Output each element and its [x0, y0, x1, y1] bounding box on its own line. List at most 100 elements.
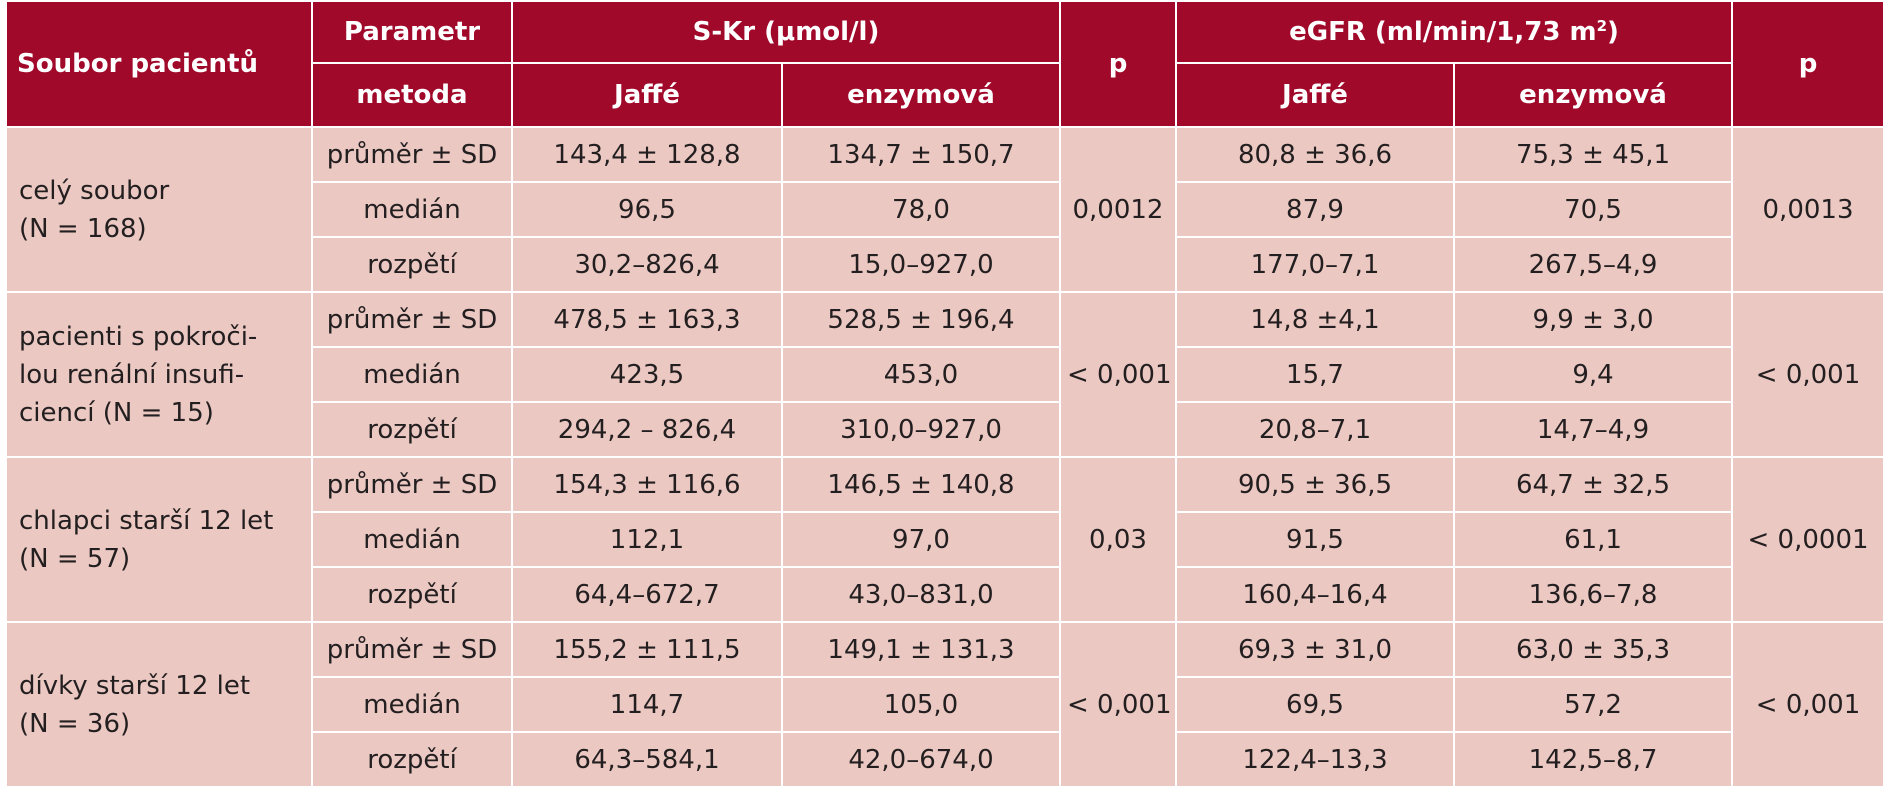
patient-group-name-line: lou renální insufi-	[19, 359, 245, 390]
skr-enzymatic-cell: 146,5 ± 140,8	[781, 456, 1061, 513]
header-egfr-enzymatic: enzymová	[1452, 62, 1734, 128]
skr-jaffe-cell: 143,4 ± 128,8	[511, 126, 783, 183]
patient-group-name-line: pacienti s pokroči-	[19, 321, 258, 352]
skr-jaffe-cell: 112,1	[511, 511, 783, 568]
table-row: rozpětí 30,2–826,4 15,0–927,0 177,0–7,1 267,…	[6, 236, 1884, 293]
parameter-cell: rozpětí	[311, 566, 513, 623]
parameter-cell: medián	[311, 346, 513, 403]
skr-enzymatic-cell: 149,1 ± 131,3	[781, 621, 1061, 678]
egfr-enzymatic-cell: 57,2	[1452, 676, 1734, 733]
skr-jaffe-cell: 96,5	[511, 181, 783, 238]
patient-group-name-line: celý soubor	[19, 175, 170, 206]
table-row: rozpětí 64,3–584,1 42,0–674,0 122,4–13,3 142…	[6, 731, 1884, 788]
egfr-enzymatic-cell: 142,5–8,7	[1452, 731, 1734, 788]
egfr-enzymatic-cell: 136,6–7,8	[1452, 566, 1734, 623]
egfr-jaffe-cell: 87,9	[1175, 181, 1455, 238]
egfr-jaffe-cell: 20,8–7,1	[1175, 401, 1455, 458]
p-value-egfr-cell: 0,0013	[1731, 126, 1886, 293]
header-skr-enzymatic: enzymová	[781, 62, 1061, 128]
header-skr: S-Kr (μmol/l)	[511, 0, 1061, 64]
table-row: rozpětí 294,2 – 826,4 310,0–927,0 20,8–7,1 1…	[6, 401, 1884, 458]
egfr-enzymatic-cell: 267,5–4,9	[1452, 236, 1734, 293]
p-value-skr-cell: < 0,001	[1059, 621, 1177, 788]
p-value-egfr-cell: < 0,001	[1731, 621, 1886, 788]
parameter-cell: rozpětí	[311, 731, 513, 788]
egfr-jaffe-cell: 15,7	[1175, 346, 1455, 403]
skr-enzymatic-cell: 78,0	[781, 181, 1061, 238]
header-skr-jaffe: Jaffé	[511, 62, 783, 128]
patient-group-name-line: (N = 36)	[19, 708, 131, 739]
egfr-jaffe-cell: 160,4–16,4	[1175, 566, 1455, 623]
egfr-jaffe-cell: 91,5	[1175, 511, 1455, 568]
skr-jaffe-cell: 64,3–584,1	[511, 731, 783, 788]
skr-enzymatic-cell: 43,0–831,0	[781, 566, 1061, 623]
egfr-enzymatic-cell: 70,5	[1452, 181, 1734, 238]
patient-group-name-line: (N = 168)	[19, 213, 147, 244]
table-row: medián 112,1 97,0 91,5 61,1	[6, 511, 1884, 568]
table-row: celý soubor (N = 168) průměr ± SD 143,4 ± 1…	[5, 126, 1886, 293]
patient-group-name-line: dívky starší 12 let	[19, 670, 251, 701]
egfr-jaffe-cell: 122,4–13,3	[1175, 731, 1455, 788]
skr-enzymatic-cell: 528,5 ± 196,4	[781, 291, 1061, 348]
skr-enzymatic-cell: 310,0–927,0	[781, 401, 1061, 458]
patient-group-cell: pacienti s pokroči-lou renální insufi-ci…	[5, 291, 313, 458]
parameter-cell: medián	[311, 676, 513, 733]
table-row: medián 423,5 453,0 15,7 9,4	[6, 346, 1884, 403]
patient-group-name-line: (N = 57)	[19, 543, 131, 574]
patient-group-cell: dívky starší 12 let (N = 36)	[5, 621, 313, 788]
table-row: chlapci starší 12 let (N = 57) průměr ± SD…	[5, 456, 1886, 623]
skr-enzymatic-cell: 105,0	[781, 676, 1061, 733]
header-egfr-close: )	[1607, 17, 1619, 47]
parameter-cell: průměr ± SD	[311, 456, 513, 513]
header-egfr-text: eGFR (ml/min/1,73 m	[1289, 17, 1597, 47]
header-parameter: Parametr	[311, 0, 513, 64]
egfr-jaffe-cell: 69,3 ± 31,0	[1175, 621, 1455, 678]
header-p-skr: p	[1059, 0, 1177, 128]
header-method: metoda	[311, 62, 513, 128]
header-row-1: Soubor pacientů Parametr S-Kr (μmol/l) p…	[5, 0, 1886, 128]
egfr-enzymatic-cell: 9,4	[1452, 346, 1734, 403]
patient-group-name-line: ciencí (N = 15)	[19, 397, 214, 428]
patient-group-cell: celý soubor (N = 168)	[5, 126, 313, 293]
egfr-enzymatic-cell: 64,7 ± 32,5	[1452, 456, 1734, 513]
header-patient-set: Soubor pacientů	[5, 0, 313, 128]
patient-group-cell: chlapci starší 12 let (N = 57)	[5, 456, 313, 623]
egfr-jaffe-cell: 69,5	[1175, 676, 1455, 733]
egfr-jaffe-cell: 177,0–7,1	[1175, 236, 1455, 293]
egfr-enzymatic-cell: 75,3 ± 45,1	[1452, 126, 1734, 183]
table-row: dívky starší 12 let (N = 36) průměr ± SD 15…	[5, 621, 1886, 788]
skr-enzymatic-cell: 134,7 ± 150,7	[781, 126, 1061, 183]
p-value-skr-cell: 0,0012	[1059, 126, 1177, 293]
header-egfr-superscript: 2	[1596, 17, 1608, 35]
parameter-cell: rozpětí	[311, 236, 513, 293]
skr-jaffe-cell: 114,7	[511, 676, 783, 733]
parameter-cell: rozpětí	[311, 401, 513, 458]
egfr-enzymatic-cell: 14,7–4,9	[1452, 401, 1734, 458]
results-table: Soubor pacientů Parametr S-Kr (μmol/l) p…	[5, 0, 1886, 788]
p-value-skr-cell: 0,03	[1059, 456, 1177, 623]
egfr-enzymatic-cell: 63,0 ± 35,3	[1452, 621, 1734, 678]
table-header: Soubor pacientů Parametr S-Kr (μmol/l) p…	[5, 0, 1886, 128]
p-value-skr-cell: < 0,001	[1059, 291, 1177, 458]
egfr-jaffe-cell: 90,5 ± 36,5	[1175, 456, 1455, 513]
egfr-jaffe-cell: 80,8 ± 36,6	[1175, 126, 1455, 183]
skr-jaffe-cell: 423,5	[511, 346, 783, 403]
egfr-jaffe-cell: 14,8 ±4,1	[1175, 291, 1455, 348]
skr-jaffe-cell: 154,3 ± 116,6	[511, 456, 783, 513]
p-value-egfr-cell: < 0,0001	[1731, 456, 1886, 623]
egfr-enzymatic-cell: 9,9 ± 3,0	[1452, 291, 1734, 348]
skr-enzymatic-cell: 453,0	[781, 346, 1061, 403]
skr-jaffe-cell: 478,5 ± 163,3	[511, 291, 783, 348]
skr-enzymatic-cell: 97,0	[781, 511, 1061, 568]
table-row: rozpětí 64,4–672,7 43,0–831,0 160,4–16,4 136…	[6, 566, 1884, 623]
parameter-cell: medián	[311, 181, 513, 238]
results-table-container: Soubor pacientů Parametr S-Kr (μmol/l) p…	[5, 0, 1886, 796]
header-egfr-jaffe: Jaffé	[1175, 62, 1455, 128]
table-row: medián 96,5 78,0 87,9 70,5	[6, 181, 1884, 238]
skr-enzymatic-cell: 15,0–927,0	[781, 236, 1061, 293]
parameter-cell: průměr ± SD	[311, 621, 513, 678]
header-egfr: eGFR (ml/min/1,73 m2)	[1174, 0, 1734, 64]
skr-enzymatic-cell: 42,0–674,0	[781, 731, 1061, 788]
skr-jaffe-cell: 64,4–672,7	[511, 566, 783, 623]
table-row: medián 114,7 105,0 69,5 57,2	[6, 676, 1884, 733]
